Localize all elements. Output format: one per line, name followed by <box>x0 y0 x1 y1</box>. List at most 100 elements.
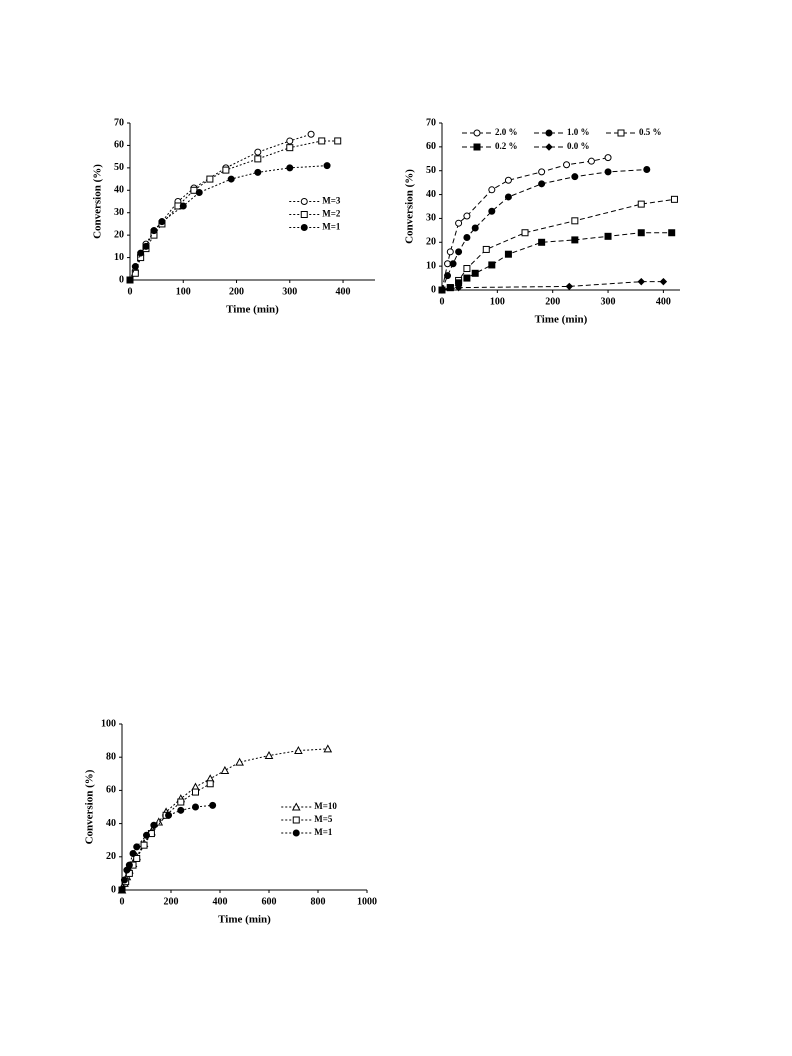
series-line <box>441 281 664 291</box>
marker <box>571 236 579 244</box>
marker <box>637 229 645 237</box>
marker <box>206 780 214 788</box>
marker <box>449 260 457 268</box>
y-tick-label: 40 <box>114 185 124 196</box>
y-tick-label: 30 <box>114 207 124 218</box>
marker <box>463 274 471 282</box>
y-tick-label: 40 <box>106 818 116 829</box>
marker <box>209 801 217 809</box>
marker <box>133 843 141 851</box>
legend-label: 2.0 % <box>495 127 518 137</box>
x-tick-label: 200 <box>164 896 179 907</box>
x-tick-label: 1000 <box>357 896 377 907</box>
marker <box>538 238 546 246</box>
legend-label: 0.2 % <box>495 141 518 151</box>
marker <box>307 130 315 138</box>
marker <box>292 816 300 824</box>
legend-label: M=1 <box>314 827 333 837</box>
marker <box>538 168 546 176</box>
marker <box>120 876 128 884</box>
marker <box>670 195 678 203</box>
marker <box>125 861 133 869</box>
y-tick-label: 70 <box>426 117 436 128</box>
x-tick-label: 200 <box>545 296 560 307</box>
marker <box>463 265 471 273</box>
series-line <box>129 140 338 281</box>
x-tick-label: 600 <box>262 896 277 907</box>
x-tick-label: 400 <box>213 896 228 907</box>
marker <box>482 245 490 253</box>
marker <box>454 283 463 292</box>
y-tick-label: 20 <box>114 229 124 240</box>
x-axis-label: Time (min) <box>226 304 279 316</box>
marker <box>538 180 546 188</box>
y-tick-label: 60 <box>426 141 436 152</box>
x-tick-label: 100 <box>490 296 505 307</box>
marker <box>192 803 199 811</box>
y-tick-label: 10 <box>114 252 124 263</box>
marker <box>291 802 301 811</box>
marker <box>563 161 571 169</box>
series-line <box>129 133 312 281</box>
marker <box>286 164 294 172</box>
marker <box>488 186 496 194</box>
marker <box>129 849 137 857</box>
y-tick-label: 40 <box>426 189 436 200</box>
marker <box>254 155 262 163</box>
marker <box>192 788 199 796</box>
marker <box>254 148 262 156</box>
marker <box>565 282 574 291</box>
marker <box>504 193 512 201</box>
y-tick-label: 50 <box>426 165 436 176</box>
marker <box>143 831 150 839</box>
marker <box>158 218 166 226</box>
y-tick-label: 0 <box>119 274 124 285</box>
legend-label: M=3 <box>322 196 341 206</box>
marker <box>488 207 496 215</box>
y-tick-label: 10 <box>426 260 436 271</box>
marker <box>286 144 294 152</box>
marker <box>446 284 454 292</box>
marker <box>300 198 308 205</box>
x-tick-label: 800 <box>311 896 326 907</box>
marker <box>126 276 134 284</box>
marker <box>334 137 342 145</box>
marker <box>545 129 553 137</box>
marker <box>177 798 185 806</box>
marker <box>264 750 274 760</box>
legend-label: M=1 <box>322 222 341 232</box>
series-line <box>441 232 672 291</box>
x-tick-label: 300 <box>601 296 616 307</box>
marker <box>165 811 173 819</box>
marker <box>444 272 452 280</box>
y-tick-label: 0 <box>111 884 116 895</box>
y-axis-label: Conversion (%) <box>404 169 416 244</box>
marker <box>604 154 612 162</box>
y-axis-label: Conversion (%) <box>84 769 96 844</box>
y-tick-label: 60 <box>106 785 116 796</box>
marker <box>323 744 333 753</box>
series-line <box>129 165 328 281</box>
marker <box>637 277 645 286</box>
marker <box>195 189 203 197</box>
x-tick-label: 300 <box>282 286 297 297</box>
marker <box>227 175 235 183</box>
legend-label: M=10 <box>314 801 337 811</box>
marker <box>455 219 463 227</box>
marker <box>131 263 139 271</box>
marker <box>142 242 150 250</box>
marker <box>206 175 214 183</box>
legend-label: 0.0 % <box>567 141 590 151</box>
x-tick-label: 0 <box>128 286 133 297</box>
y-tick-label: 50 <box>114 162 124 173</box>
marker <box>521 229 529 237</box>
marker <box>659 277 668 286</box>
y-tick-label: 80 <box>106 751 116 762</box>
marker <box>473 129 481 137</box>
legend-label: M=2 <box>322 209 341 219</box>
marker <box>604 168 612 176</box>
marker <box>504 176 512 184</box>
marker <box>150 821 158 829</box>
marker <box>637 200 645 208</box>
